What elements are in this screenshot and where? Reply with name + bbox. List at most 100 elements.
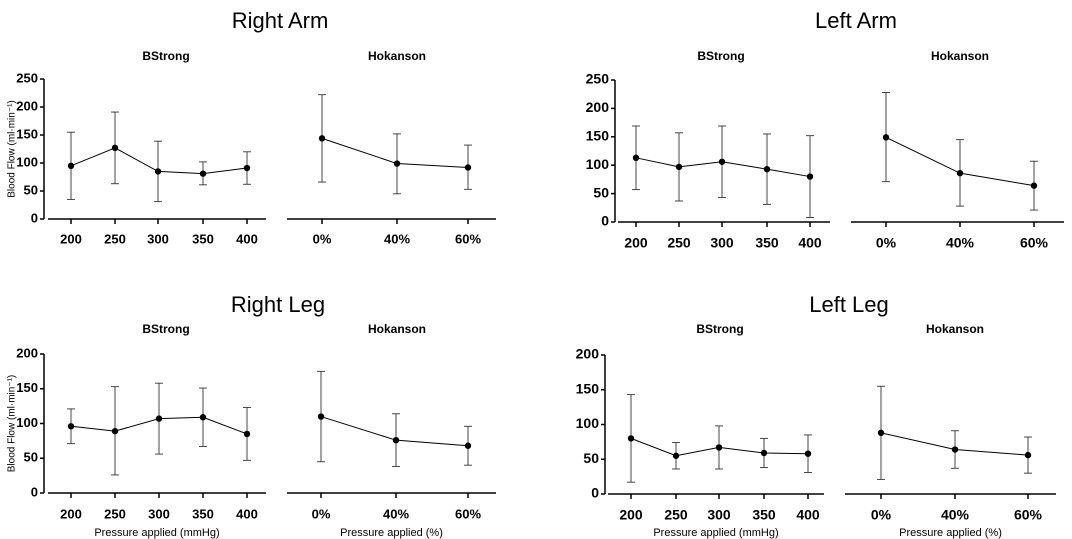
x-tick-label: 400 <box>236 506 258 521</box>
y-axis-label: Blood Flow (ml·min⁻¹) <box>7 100 18 198</box>
x-tick-label: 40% <box>946 235 975 251</box>
x-tick-label: 300 <box>148 506 170 521</box>
data-point <box>718 158 726 165</box>
y-tick-label: 50 <box>24 450 38 465</box>
panel-hokanson: Hokanson 0% 40% 60% <box>851 49 1064 251</box>
x-tick-label: 400 <box>798 235 822 251</box>
panel-subtitle: Hokanson <box>368 322 426 336</box>
data-point <box>318 135 326 142</box>
chart-left-arm: Left Arm 0 50 100 150 200 250 BStrong 200 250 300 3… <box>586 8 1064 251</box>
data-point <box>715 444 723 451</box>
x-tick-label: 40% <box>383 506 409 521</box>
x-axis-label: Pressure applied (mmHg) <box>94 527 219 539</box>
data-point <box>392 436 400 444</box>
data-point <box>632 154 640 162</box>
data-point <box>67 162 75 169</box>
x-tick-label: 350 <box>752 507 776 523</box>
x-tick-label: 200 <box>60 506 82 521</box>
chart-title: Right Leg <box>231 292 325 317</box>
x-tick-label: 0% <box>313 231 332 246</box>
data-point <box>804 450 812 457</box>
data-point <box>806 173 814 180</box>
data-point <box>627 435 635 442</box>
x-tick-label: 40% <box>941 507 970 523</box>
y-tick-label: 50 <box>583 450 599 466</box>
chart-right-leg: Right Leg 0 50 100 150 200 Blood Flow (ml·min⁻… <box>7 292 496 539</box>
y-tick-label: 250 <box>586 71 610 87</box>
x-tick-label: 60% <box>455 506 481 521</box>
data-point <box>464 164 472 171</box>
x-tick-label: 250 <box>104 231 126 246</box>
x-tick-label: 60% <box>1014 507 1043 523</box>
x-axis-label: Pressure applied (%) <box>340 527 443 539</box>
y-tick-label: 150 <box>16 126 38 141</box>
panel-subtitle: BStrong <box>697 49 744 63</box>
data-point <box>675 163 683 171</box>
chart-right-arm: Right Arm 0 50 100 150 200 250 Blood Flow (ml·m… <box>7 8 496 246</box>
panel-hokanson: Hokanson 0% 40% 60% <box>287 49 496 246</box>
data-point <box>1024 451 1032 459</box>
data-point <box>154 168 162 175</box>
x-tick-label: 0% <box>312 506 331 521</box>
data-point <box>111 144 119 152</box>
data-point <box>199 414 207 421</box>
data-point <box>760 449 768 457</box>
panel-subtitle: Hokanson <box>926 322 984 336</box>
data-point <box>111 427 119 435</box>
x-tick-label: 60% <box>1020 235 1049 251</box>
y-tick-label: 0 <box>31 210 38 225</box>
x-axis-label: Pressure applied (%) <box>899 527 1002 539</box>
x-tick-label: 200 <box>624 235 648 251</box>
data-point <box>67 423 75 430</box>
data-point <box>317 413 325 420</box>
x-tick-label: 0% <box>876 235 897 251</box>
data-point <box>155 415 163 422</box>
panel-subtitle: BStrong <box>142 49 189 63</box>
x-tick-label: 350 <box>192 506 214 521</box>
y-tick-label: 200 <box>586 99 610 115</box>
y-tick-label: 100 <box>16 415 38 430</box>
data-point <box>243 430 251 438</box>
x-tick-label: 350 <box>192 231 214 246</box>
y-tick-label: 150 <box>576 380 600 396</box>
y-tick-label: 150 <box>586 128 610 144</box>
y-tick-label: 150 <box>16 380 38 395</box>
y-tick-label: 0 <box>31 484 38 499</box>
y-tick-label: 200 <box>576 346 600 362</box>
x-tick-label: 400 <box>796 507 820 523</box>
panel-hokanson: Hokanson 0% 40% 60% Pressure applied (%) <box>845 322 1056 539</box>
panel-bstrong: BStrong 200 250 300 350 400 Pressure applied (… <box>608 322 824 539</box>
x-tick-label: 250 <box>667 235 691 251</box>
x-tick-label: 60% <box>455 231 481 246</box>
y-tick-label: 250 <box>16 70 38 85</box>
x-tick-label: 40% <box>384 231 410 246</box>
x-tick-label: 200 <box>60 231 82 246</box>
data-point <box>763 165 771 173</box>
y-tick-label: 50 <box>24 182 38 197</box>
y-tick-label: 50 <box>593 184 609 200</box>
x-tick-label: 200 <box>619 507 643 523</box>
data-point <box>199 170 207 177</box>
data-point <box>882 134 890 141</box>
y-tick-label: 200 <box>16 345 38 360</box>
y-tick-label: 100 <box>576 415 600 431</box>
x-tick-label: 300 <box>710 235 734 251</box>
panel-subtitle: Hokanson <box>368 49 426 63</box>
x-tick-label: 350 <box>755 235 779 251</box>
data-point <box>1030 182 1038 189</box>
panel-hokanson: Hokanson 0% 40% 60% Pressure applied (%) <box>287 322 496 539</box>
y-tick-label: 0 <box>601 213 609 229</box>
panel-bstrong: BStrong 200 250 300 350 400 <box>48 49 266 246</box>
panel-subtitle: Hokanson <box>931 49 989 63</box>
y-tick-label: 0 <box>591 485 599 501</box>
x-tick-label: 250 <box>104 506 126 521</box>
x-tick-label: 300 <box>707 507 731 523</box>
panel-bstrong: BStrong 200 250 300 350 400 Pressure applied (… <box>48 322 266 539</box>
x-tick-label: 300 <box>147 231 169 246</box>
x-axis-label: Pressure applied (mmHg) <box>653 527 778 539</box>
chart-title: Left Leg <box>809 292 889 317</box>
y-tick-label: 100 <box>16 154 38 169</box>
panel-bstrong: BStrong 200 250 300 350 400 <box>618 49 830 251</box>
x-tick-label: 400 <box>236 231 258 246</box>
